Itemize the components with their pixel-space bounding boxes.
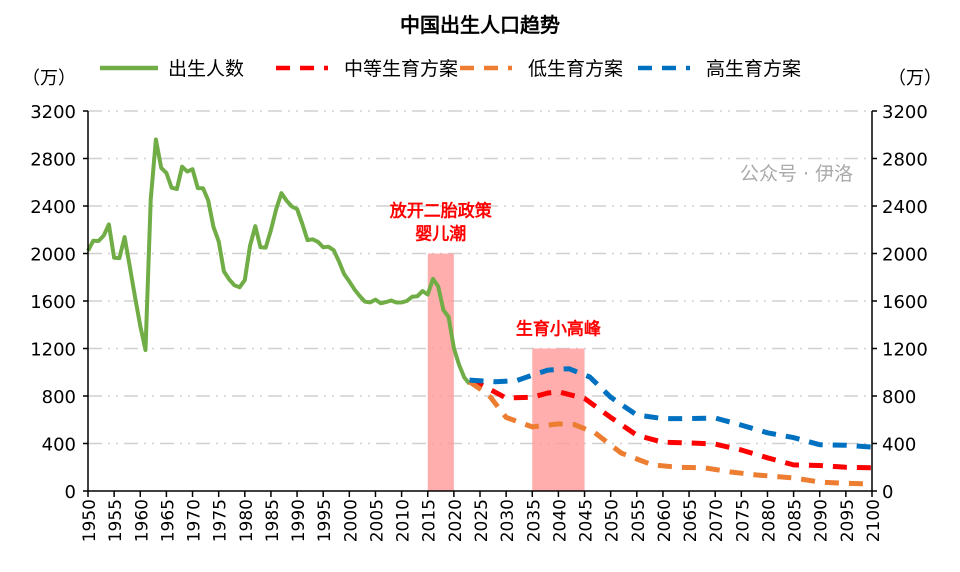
x-tick-label: 2085 (786, 499, 806, 542)
y-tick-label-right: 0 (882, 482, 893, 503)
region-annotation: 生育小高峰 (516, 319, 602, 340)
x-tick-label: 2010 (394, 499, 414, 542)
series-line-出生人数 (86, 137, 472, 386)
y-tick-label-left: 2800 (30, 150, 76, 171)
y-tick-label-left: 2400 (30, 197, 76, 218)
x-tick-label: 1995 (315, 499, 335, 542)
x-tick-label: 2050 (603, 499, 623, 542)
x-tick-label: 2100 (864, 499, 884, 542)
x-tick-label: 1980 (237, 499, 257, 542)
series-line-低生育方案 (468, 379, 873, 487)
x-tick-label: 2090 (812, 499, 832, 542)
y-tick-label-right: 2400 (882, 197, 928, 218)
legend-label: 低生育方案 (528, 58, 623, 80)
left-axis-unit: （万） (22, 68, 76, 89)
region-annotation: 婴儿潮 (415, 224, 466, 245)
chart-title: 中国出生人口趋势 (400, 13, 560, 37)
right-axis-unit: （万） (888, 68, 942, 89)
series-line-中等生育方案 (468, 379, 873, 471)
x-tick-label: 1955 (106, 499, 126, 542)
x-tick-label: 1950 (80, 499, 100, 542)
watermark: 公众号 · 伊洛 (740, 163, 853, 185)
y-tick-label-right: 400 (882, 435, 916, 456)
x-tick-label: 2015 (420, 499, 440, 542)
series-lines (86, 137, 873, 487)
y-tick-label-right: 3200 (882, 102, 928, 123)
x-tick-label: 2065 (681, 499, 701, 542)
x-tick-label: 2035 (524, 499, 544, 542)
x-tick-label: 1970 (185, 499, 205, 542)
legend-label: 高生育方案 (706, 58, 801, 80)
legend: 出生人数 中等生育方案 低生育方案 高生育方案 (100, 58, 801, 80)
x-tick-label: 2070 (707, 499, 727, 542)
legend-label: 中等生育方案 (344, 58, 458, 80)
y-tick-label-left: 2000 (30, 245, 76, 266)
x-tick-label: 2045 (577, 499, 597, 542)
series-line-高生育方案 (469, 366, 873, 450)
x-tick-label: 2075 (733, 499, 753, 542)
y-tick-label-right: 2800 (882, 150, 928, 171)
grid (88, 110, 872, 445)
x-tick-label: 2000 (341, 499, 361, 542)
y-tick-label-right: 1200 (882, 340, 928, 361)
x-tick-label: 2055 (629, 499, 649, 542)
x-tick-label: 2080 (759, 499, 779, 542)
y-tick-label-left: 0 (65, 482, 76, 503)
x-tick-label: 1985 (263, 499, 283, 542)
x-tick-label: 2030 (498, 499, 518, 542)
y-tick-label-left: 400 (42, 435, 76, 456)
y-tick-label-left: 1600 (30, 292, 76, 313)
x-tick-label: 1990 (289, 499, 309, 542)
y-tick-label-right: 1600 (882, 292, 928, 313)
x-tick-label: 1960 (132, 499, 152, 542)
x-tick-label: 2060 (655, 499, 675, 542)
x-tick-label: 2025 (472, 499, 492, 542)
x-tick-label: 1975 (211, 499, 231, 542)
x-tick-label: 2040 (550, 499, 570, 542)
x-tick-label: 2020 (446, 499, 466, 542)
shaded-regions (427, 253, 585, 491)
y-tick-label-left: 1200 (30, 340, 76, 361)
region-annotation: 放开二胎政策 (389, 201, 493, 222)
y-tick-label-right: 2000 (882, 245, 928, 266)
axes: 0 0 400 400 800 800 1200 1200 1600 1600 2000 2000 24… (30, 102, 928, 542)
y-tick-label-left: 3200 (30, 102, 76, 123)
x-tick-label: 2095 (838, 499, 858, 542)
x-tick-label: 2005 (367, 499, 387, 542)
y-tick-label-left: 800 (42, 387, 76, 408)
y-tick-label-right: 800 (882, 387, 916, 408)
x-tick-label: 1965 (158, 499, 178, 542)
legend-label: 出生人数 (168, 58, 244, 80)
